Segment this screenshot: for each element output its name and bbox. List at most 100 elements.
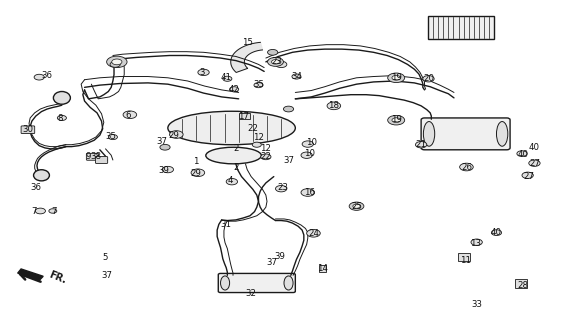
Text: 22: 22 bbox=[260, 152, 272, 161]
Ellipse shape bbox=[423, 122, 435, 146]
Text: 29: 29 bbox=[168, 131, 179, 140]
Text: 31: 31 bbox=[221, 220, 232, 229]
Text: 12: 12 bbox=[253, 132, 264, 141]
Circle shape bbox=[198, 69, 209, 76]
FancyBboxPatch shape bbox=[421, 118, 510, 150]
Text: 23: 23 bbox=[272, 57, 283, 66]
Text: 37: 37 bbox=[266, 258, 277, 267]
Text: 16: 16 bbox=[304, 188, 315, 197]
Circle shape bbox=[268, 57, 283, 66]
Circle shape bbox=[57, 116, 66, 121]
Text: 11: 11 bbox=[460, 256, 471, 265]
Text: 20: 20 bbox=[423, 74, 434, 83]
Polygon shape bbox=[18, 269, 43, 280]
Circle shape bbox=[471, 239, 482, 245]
Text: 4: 4 bbox=[227, 176, 233, 185]
Circle shape bbox=[353, 204, 360, 208]
Circle shape bbox=[517, 151, 527, 156]
Circle shape bbox=[223, 76, 232, 81]
Ellipse shape bbox=[496, 122, 508, 146]
Circle shape bbox=[307, 229, 320, 237]
Circle shape bbox=[275, 61, 287, 68]
Text: 12: 12 bbox=[260, 144, 272, 153]
Circle shape bbox=[392, 118, 400, 123]
Text: 40: 40 bbox=[517, 150, 529, 159]
Circle shape bbox=[327, 102, 341, 110]
Circle shape bbox=[388, 73, 404, 83]
Text: 21: 21 bbox=[416, 140, 427, 149]
Text: 8: 8 bbox=[57, 114, 63, 123]
Circle shape bbox=[491, 230, 502, 236]
Circle shape bbox=[252, 142, 261, 147]
Circle shape bbox=[423, 76, 434, 82]
Text: 37: 37 bbox=[102, 271, 112, 280]
Circle shape bbox=[292, 74, 301, 79]
Circle shape bbox=[460, 163, 473, 171]
Text: 40: 40 bbox=[491, 228, 502, 237]
Circle shape bbox=[162, 166, 173, 173]
Bar bbox=[428, 16, 494, 39]
Text: 27: 27 bbox=[529, 159, 540, 168]
Circle shape bbox=[110, 61, 120, 67]
Circle shape bbox=[529, 160, 540, 166]
Circle shape bbox=[160, 144, 170, 150]
Circle shape bbox=[272, 60, 279, 64]
Circle shape bbox=[226, 179, 237, 185]
Text: 34: 34 bbox=[291, 72, 302, 81]
Text: 10: 10 bbox=[304, 149, 315, 158]
FancyBboxPatch shape bbox=[86, 153, 99, 160]
Text: 22: 22 bbox=[247, 124, 258, 133]
Text: 30: 30 bbox=[22, 125, 34, 134]
Text: 2: 2 bbox=[233, 164, 239, 172]
Circle shape bbox=[49, 209, 57, 213]
Text: 19: 19 bbox=[391, 115, 402, 124]
Text: 23: 23 bbox=[277, 183, 289, 192]
Bar bbox=[515, 279, 527, 288]
Text: 27: 27 bbox=[523, 172, 534, 181]
Text: 2: 2 bbox=[233, 144, 239, 153]
Ellipse shape bbox=[206, 147, 261, 164]
Circle shape bbox=[169, 131, 183, 138]
Bar bbox=[458, 253, 470, 261]
Circle shape bbox=[229, 87, 239, 92]
Text: 25: 25 bbox=[351, 202, 362, 211]
Circle shape bbox=[275, 186, 287, 192]
Text: 37: 37 bbox=[283, 156, 294, 165]
Circle shape bbox=[349, 202, 364, 210]
Ellipse shape bbox=[53, 92, 70, 104]
Ellipse shape bbox=[220, 276, 229, 290]
Text: 13: 13 bbox=[470, 239, 481, 248]
Bar bbox=[239, 113, 250, 119]
Text: 7: 7 bbox=[52, 207, 57, 216]
Circle shape bbox=[388, 116, 404, 125]
Circle shape bbox=[301, 152, 312, 158]
Circle shape bbox=[34, 74, 44, 80]
Text: 42: 42 bbox=[229, 85, 240, 94]
Text: 28: 28 bbox=[517, 281, 529, 290]
Ellipse shape bbox=[168, 111, 295, 145]
Text: 3: 3 bbox=[199, 68, 204, 77]
Text: 39: 39 bbox=[274, 252, 285, 261]
Ellipse shape bbox=[34, 170, 49, 181]
Text: 14: 14 bbox=[317, 264, 328, 274]
Text: 38: 38 bbox=[90, 152, 101, 161]
Circle shape bbox=[191, 169, 204, 177]
Circle shape bbox=[301, 189, 315, 196]
Circle shape bbox=[268, 50, 278, 55]
Circle shape bbox=[415, 141, 427, 148]
Text: 7: 7 bbox=[31, 207, 36, 216]
Polygon shape bbox=[231, 42, 262, 72]
Text: 35: 35 bbox=[106, 132, 116, 140]
Text: 40: 40 bbox=[529, 143, 540, 152]
Circle shape bbox=[35, 208, 45, 214]
Text: 39: 39 bbox=[158, 166, 169, 175]
FancyBboxPatch shape bbox=[218, 273, 295, 292]
Text: 35: 35 bbox=[253, 80, 264, 89]
Text: 36: 36 bbox=[41, 71, 53, 80]
Circle shape bbox=[283, 106, 294, 112]
Text: 5: 5 bbox=[103, 253, 108, 262]
Text: 37: 37 bbox=[157, 137, 168, 146]
Text: 18: 18 bbox=[328, 101, 339, 110]
Text: 33: 33 bbox=[471, 300, 482, 308]
FancyBboxPatch shape bbox=[21, 126, 35, 133]
